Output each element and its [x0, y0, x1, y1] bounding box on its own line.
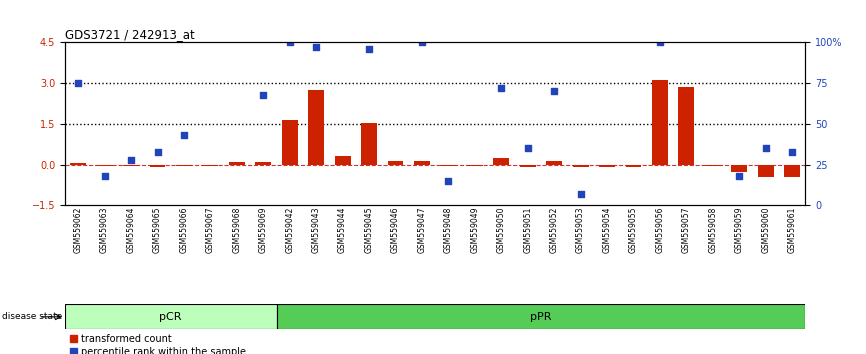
Bar — [203, 165, 218, 166]
Bar — [388, 161, 404, 165]
Point — [283, 40, 297, 45]
Bar — [276, 304, 805, 329]
Point — [494, 85, 508, 91]
Bar — [441, 165, 456, 166]
Bar — [334, 156, 351, 165]
Bar — [599, 165, 615, 167]
Bar — [123, 165, 139, 166]
Bar — [705, 165, 721, 166]
Point — [362, 46, 376, 52]
Bar — [678, 87, 695, 165]
Bar — [652, 80, 668, 165]
Point — [256, 92, 270, 97]
Point — [151, 149, 165, 154]
Bar — [176, 165, 192, 166]
Bar — [65, 304, 276, 329]
Point — [71, 80, 85, 86]
Bar — [414, 161, 430, 165]
Bar — [546, 161, 562, 165]
Bar — [785, 165, 800, 177]
Bar — [97, 165, 113, 166]
Point — [733, 173, 746, 179]
Point — [177, 132, 191, 138]
Bar — [758, 165, 773, 177]
Point — [759, 145, 772, 151]
Bar — [731, 165, 747, 172]
Point — [547, 88, 561, 94]
Bar — [520, 165, 536, 167]
Point — [124, 157, 138, 162]
Point — [520, 145, 534, 151]
Bar — [467, 165, 482, 166]
Text: disease state: disease state — [2, 312, 62, 321]
Bar — [572, 165, 589, 167]
Bar — [494, 158, 509, 165]
Point — [442, 178, 456, 184]
Bar — [150, 165, 165, 167]
Bar — [625, 165, 642, 167]
Bar — [229, 162, 245, 165]
Text: pCR: pCR — [159, 312, 182, 322]
Point — [573, 191, 587, 197]
Text: pPR: pPR — [530, 312, 552, 322]
Bar — [361, 122, 377, 165]
Point — [309, 45, 323, 50]
Bar — [308, 90, 324, 165]
Legend: transformed count, percentile rank within the sample: transformed count, percentile rank withi… — [70, 334, 245, 354]
Point — [785, 149, 799, 154]
Bar — [255, 162, 271, 165]
Point — [415, 40, 429, 45]
Bar — [70, 163, 86, 165]
Bar — [281, 120, 298, 165]
Text: GDS3721 / 242913_at: GDS3721 / 242913_at — [65, 28, 195, 41]
Point — [653, 40, 667, 45]
Point — [98, 173, 112, 179]
